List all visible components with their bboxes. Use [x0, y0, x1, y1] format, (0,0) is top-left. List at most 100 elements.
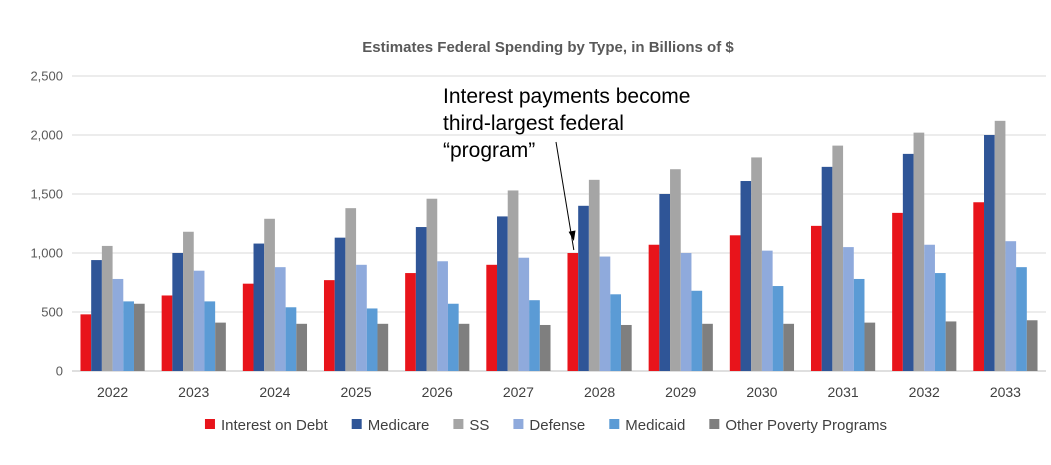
bar-defense-2023 — [193, 270, 205, 371]
annotation-line-3: “program” — [443, 139, 535, 162]
legend-swatch — [453, 419, 464, 429]
bar-defense-2029 — [680, 253, 692, 371]
bar-ss-2026 — [426, 198, 438, 371]
y-tick-label: 1,000 — [30, 246, 63, 261]
x-tick-label: 2031 — [828, 384, 859, 400]
legend: Interest on Debt Medicare SS Defense Medicai… — [204, 417, 887, 434]
annotation: Interest payments become third-largest f… — [443, 85, 690, 251]
bar-other-poverty-programs-2031 — [864, 322, 876, 371]
bar-medicaid-2029 — [691, 290, 703, 371]
bar-ss-2031 — [832, 145, 844, 371]
bar-medicare-2033 — [984, 135, 995, 371]
bar-other-poverty-programs-2032 — [945, 321, 957, 371]
bar-medicaid-2027 — [529, 300, 540, 371]
bar-interest-on-debt-2027 — [486, 264, 498, 371]
x-tick-label: 2032 — [909, 384, 940, 400]
y-tick-label: 2,000 — [30, 128, 63, 143]
bar-ss-2022 — [101, 245, 113, 371]
x-tick-label: 2027 — [503, 384, 534, 400]
bar-defense-2027 — [518, 257, 530, 371]
bar-defense-2032 — [924, 244, 935, 371]
bar-medicaid-2022 — [123, 301, 134, 371]
bar-medicare-2030 — [740, 181, 752, 371]
bar-interest-on-debt-2031 — [810, 225, 822, 371]
legend-label: Medicaid — [625, 417, 685, 434]
legend-swatch — [351, 419, 362, 429]
bar-medicaid-2032 — [934, 273, 946, 371]
bar-medicare-2027 — [497, 216, 508, 371]
x-tick-label: 2030 — [746, 384, 777, 400]
bar-medicare-2023 — [172, 253, 184, 371]
bar-medicare-2028 — [578, 205, 589, 371]
bar-other-poverty-programs-2028 — [620, 324, 632, 371]
bar-interest-on-debt-2023 — [161, 295, 173, 371]
bar-other-poverty-programs-2030 — [783, 323, 795, 371]
bar-interest-on-debt-2033 — [973, 202, 985, 371]
bar-other-poverty-programs-2023 — [215, 322, 226, 371]
bars — [80, 120, 1038, 371]
annotation-line-2: third-largest federal — [443, 112, 624, 135]
legend-swatch — [609, 419, 620, 429]
bar-other-poverty-programs-2026 — [458, 323, 470, 371]
bar-defense-2024 — [274, 267, 286, 371]
x-tick-label: 2023 — [178, 384, 209, 400]
bar-ss-2027 — [507, 190, 519, 371]
y-tick-label: 1,500 — [30, 187, 63, 202]
x-tick-label: 2028 — [584, 384, 615, 400]
y-tick-label: 2,500 — [30, 69, 63, 84]
bar-medicare-2024 — [253, 243, 265, 371]
bar-medicare-2029 — [659, 194, 671, 371]
legend-label: SS — [469, 417, 489, 434]
legend-label: Defense — [529, 417, 585, 434]
bar-medicaid-2025 — [366, 308, 378, 371]
bar-ss-2023 — [183, 231, 194, 371]
bar-medicare-2026 — [415, 227, 427, 371]
bar-interest-on-debt-2028 — [567, 253, 579, 371]
x-tick-label: 2029 — [665, 384, 696, 400]
bar-medicaid-2031 — [853, 278, 865, 371]
x-tick-label: 2025 — [341, 384, 372, 400]
bar-other-poverty-programs-2029 — [702, 323, 713, 371]
legend-label: Medicare — [368, 417, 430, 434]
legend-label: Interest on Debt — [221, 417, 329, 434]
bar-defense-2025 — [356, 264, 367, 371]
legend-label: Other Poverty Programs — [725, 417, 887, 434]
bar-ss-2033 — [994, 120, 1006, 371]
x-tick-label: 2033 — [990, 384, 1021, 400]
x-tick-label: 2024 — [259, 384, 290, 400]
bar-interest-on-debt-2022 — [80, 314, 92, 371]
y-tick-label: 0 — [56, 364, 63, 379]
bar-medicaid-2024 — [285, 307, 297, 371]
bar-defense-2031 — [843, 247, 854, 371]
y-tick-label: 500 — [41, 305, 63, 320]
axes: 0 500 1,000 1,500 2,000 2,500 2022 2023 2024 2025… — [30, 69, 1021, 401]
bar-defense-2026 — [437, 261, 448, 371]
bar-interest-on-debt-2024 — [242, 283, 254, 371]
bar-defense-2028 — [599, 256, 611, 371]
bar-other-poverty-programs-2027 — [539, 324, 551, 371]
bar-other-poverty-programs-2025 — [377, 323, 389, 371]
legend-swatch — [709, 419, 720, 429]
bar-interest-on-debt-2026 — [405, 273, 416, 371]
bar-defense-2022 — [112, 278, 124, 371]
legend-swatch — [513, 419, 524, 429]
bar-interest-on-debt-2025 — [323, 280, 335, 371]
annotation-line-1: Interest payments become — [443, 85, 690, 108]
bar-ss-2029 — [670, 169, 681, 371]
bar-medicaid-2033 — [1016, 267, 1027, 371]
bar-medicaid-2026 — [447, 303, 459, 371]
bar-medicare-2022 — [91, 260, 102, 371]
bar-interest-on-debt-2029 — [648, 244, 660, 371]
bar-interest-on-debt-2030 — [729, 235, 741, 371]
bar-defense-2030 — [761, 250, 773, 371]
bar-defense-2033 — [1005, 241, 1017, 371]
bar-other-poverty-programs-2033 — [1026, 320, 1038, 371]
bar-medicare-2032 — [902, 153, 914, 371]
bar-other-poverty-programs-2024 — [296, 323, 308, 371]
bar-medicaid-2028 — [610, 294, 621, 371]
annotation-arrowhead — [568, 230, 576, 241]
gridlines — [72, 75, 1046, 372]
bar-ss-2032 — [913, 132, 925, 371]
bar-medicaid-2030 — [772, 286, 784, 371]
